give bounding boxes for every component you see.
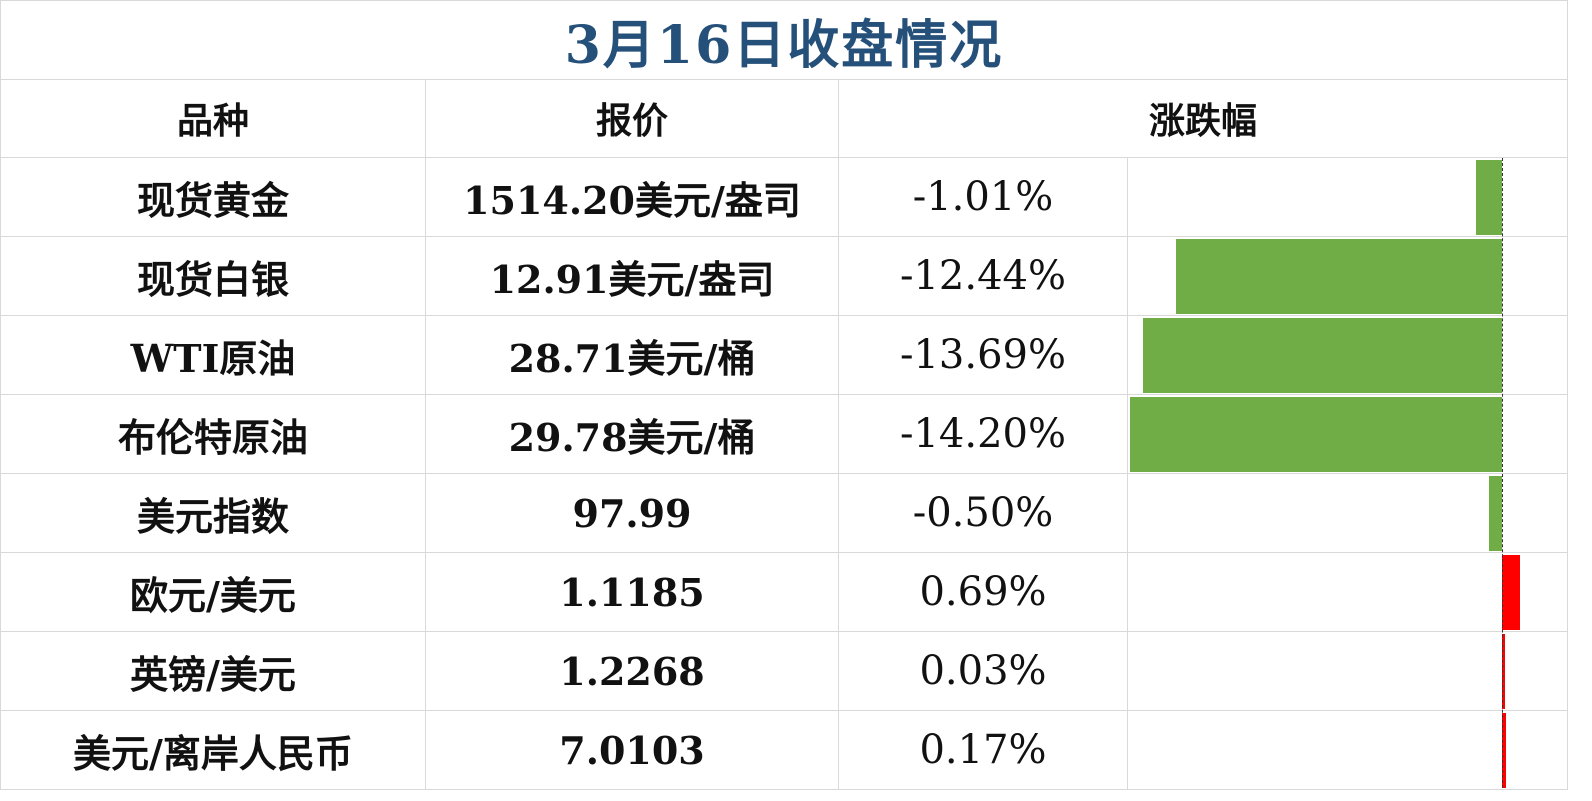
row-change-bar-cell (1128, 474, 1568, 553)
zero-axis-line (1502, 158, 1503, 788)
change-bar (1502, 634, 1505, 709)
row-change-bar-cell (1128, 395, 1568, 474)
row-name: 布伦特原油 (0, 395, 426, 474)
change-bar (1143, 318, 1502, 393)
row-price: 12.91美元/盎司 (426, 237, 839, 316)
header-price: 报价 (426, 79, 839, 158)
table-row: WTI原油 28.71美元/桶 -13.69% (0, 316, 1568, 395)
change-bar (1488, 476, 1502, 551)
table-row: 英镑/美元 1.2268 0.03% (0, 632, 1568, 711)
table-row: 欧元/美元 1.1185 0.69% (0, 553, 1568, 632)
header-variety: 品种 (0, 79, 426, 158)
row-price: 28.71美元/桶 (426, 316, 839, 395)
row-change: 0.03% (839, 632, 1128, 711)
row-change: 0.69% (839, 553, 1128, 632)
header-change: 涨跌幅 (839, 79, 1568, 158)
table-header-row: 品种 报价 涨跌幅 (0, 79, 1568, 158)
row-name: 美元/离岸人民币 (0, 711, 426, 790)
row-price: 1.2268 (426, 632, 839, 711)
page-title: 3月16日收盘情况 (0, 0, 1568, 80)
row-price: 1514.20美元/盎司 (426, 158, 839, 237)
row-name: 现货黄金 (0, 158, 426, 237)
table-row: 现货黄金 1514.20美元/盎司 -1.01% (0, 158, 1568, 237)
row-change: -13.69% (839, 316, 1128, 395)
row-change-bar-cell (1128, 711, 1568, 790)
row-price: 7.0103 (426, 711, 839, 790)
row-name: 英镑/美元 (0, 632, 426, 711)
row-name: 现货白银 (0, 237, 426, 316)
row-change-bar-cell (1128, 553, 1568, 632)
change-bar (1502, 713, 1507, 788)
row-change: -12.44% (839, 237, 1128, 316)
change-bar (1502, 555, 1521, 630)
change-bar (1176, 239, 1502, 314)
table-row: 美元指数 97.99 -0.50% (0, 474, 1568, 553)
row-name: 欧元/美元 (0, 553, 426, 632)
row-name: WTI原油 (0, 316, 426, 395)
change-bar (1130, 397, 1502, 472)
row-change: -1.01% (839, 158, 1128, 237)
row-change: -0.50% (839, 474, 1128, 553)
row-price: 1.1185 (426, 553, 839, 632)
row-price: 97.99 (426, 474, 839, 553)
row-price: 29.78美元/桶 (426, 395, 839, 474)
row-name: 美元指数 (0, 474, 426, 553)
row-change-bar-cell (1128, 632, 1568, 711)
table-row: 美元/离岸人民币 7.0103 0.17% (0, 711, 1568, 790)
row-change-bar-cell (1128, 237, 1568, 316)
table-row: 布伦特原油 29.78美元/桶 -14.20% (0, 395, 1568, 474)
row-change: -14.20% (839, 395, 1128, 474)
table-row: 现货白银 12.91美元/盎司 -12.44% (0, 237, 1568, 316)
row-change-bar-cell (1128, 316, 1568, 395)
row-change: 0.17% (839, 711, 1128, 790)
row-change-bar-cell (1128, 158, 1568, 237)
change-bar (1475, 160, 1502, 235)
